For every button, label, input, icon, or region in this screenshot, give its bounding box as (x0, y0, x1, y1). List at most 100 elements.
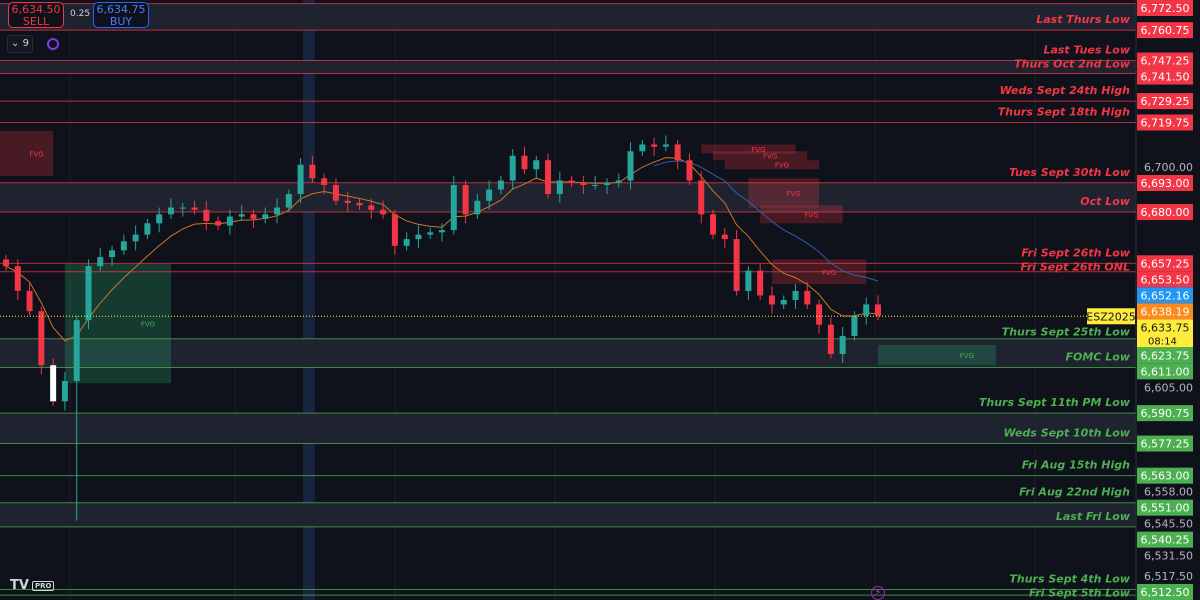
candle-body (179, 207, 186, 209)
symbol-tag: ESZ2025 (1086, 310, 1135, 323)
fvg-zone (760, 205, 843, 224)
symbol-tag-bg (1087, 308, 1135, 325)
level-label: FOMC Low (1066, 351, 1131, 364)
level-label: Thurs Sept 11th PM Low (979, 396, 1131, 409)
candle-body (450, 185, 457, 231)
fvg-label: FVG (751, 146, 765, 154)
candle-body (38, 311, 45, 366)
level-label: Thurs Sept 4th Low (1009, 572, 1130, 585)
level-zone-band (0, 60, 1136, 74)
fvg-label: FVG (775, 162, 789, 170)
level-label: Thurs Oct 2nd Low (1014, 58, 1131, 71)
fvg-label: FVG (960, 352, 974, 360)
candle-body (144, 223, 151, 235)
level-label: Fri Aug 15th High (1022, 459, 1130, 472)
candle-body (710, 214, 717, 235)
level-price-tag: 6,719.75 (1141, 117, 1190, 130)
level-price-tag: 6,657.25 (1141, 257, 1190, 270)
candle-body (120, 241, 127, 251)
candle-body (827, 324, 834, 354)
candle-body (415, 234, 422, 240)
fvg-zone (724, 160, 820, 170)
candle-body (627, 151, 634, 181)
level-price-tag: 6,577.25 (1141, 438, 1190, 451)
fvg-zone (713, 151, 808, 161)
candle-body (132, 234, 139, 242)
candle-body (804, 290, 811, 305)
level-price-tag-bg (1137, 531, 1193, 548)
level-label: Weds Sept 10th Low (1004, 427, 1131, 440)
tradingview-logo[interactable]: TV PRO (10, 578, 55, 593)
fvg-label: FVG (29, 150, 43, 158)
last-price-tag-bg (1137, 319, 1193, 348)
candle-body (61, 381, 68, 402)
session-highlight-band (303, 0, 315, 600)
candle-body (662, 144, 669, 147)
fvg-label: FVG (822, 269, 836, 277)
candle-body (391, 214, 398, 246)
level-zone-band (0, 182, 1136, 213)
candle-body (262, 214, 269, 219)
level-label: Thurs Sept 25th Low (1002, 325, 1131, 338)
level-label: Fri Sept 26th Low (1021, 246, 1130, 259)
level-label: Fri Sept 5th Low (1029, 586, 1131, 599)
candle-body (109, 250, 116, 258)
candle-body (851, 315, 858, 336)
candle-body (816, 304, 823, 325)
candle-body (474, 200, 481, 215)
level-price-tag: 6,611.00 (1141, 365, 1190, 378)
level-price-tag: 6,693.00 (1141, 177, 1190, 190)
level-zone-band (0, 413, 1136, 444)
candle-body (639, 144, 646, 152)
sell-button[interactable]: 6,634.50 SELL (8, 2, 64, 28)
candle-body (745, 270, 752, 291)
candle-body (274, 207, 281, 215)
level-label: Weds Sept 24th High (1000, 84, 1131, 97)
candle-body (556, 180, 563, 195)
indicators-toggle[interactable]: ⌄ 9 (7, 35, 33, 53)
candle-body (780, 299, 787, 305)
candles (3, 135, 881, 521)
candle-body (592, 185, 599, 187)
level-price-tag: 6,747.25 (1141, 55, 1190, 68)
indicator-price-tag: 6,638.19 (1141, 305, 1190, 318)
candle-body (533, 160, 540, 170)
sell-label: SELL (22, 15, 50, 28)
candle-body (580, 182, 587, 186)
candle-body (226, 216, 233, 226)
indicator-price-tag: 6,652.16 (1141, 289, 1190, 302)
candle-body (215, 221, 222, 226)
level-price-tag: 6,729.25 (1141, 95, 1190, 108)
level-price-tag-bg (1137, 68, 1193, 85)
lightning-icon[interactable]: ⚡ (871, 586, 885, 600)
fvg-label: FVG (141, 321, 155, 329)
level-price-tag-bg (1137, 52, 1193, 69)
candle-body (368, 205, 375, 210)
axis-tick-label: 6,545.50 (1144, 518, 1193, 531)
candle-body (603, 182, 610, 186)
candle-body (521, 155, 528, 170)
level-price-tag: 6,772.50 (1141, 2, 1190, 15)
candle-body (73, 320, 80, 382)
candle-body (85, 266, 92, 321)
candle-body (686, 160, 693, 181)
candle-body (50, 365, 57, 402)
candle-body (439, 230, 445, 233)
candle-body (427, 232, 434, 235)
level-price-tag: 6,540.25 (1141, 534, 1190, 547)
level-price-tag-bg (1137, 584, 1193, 600)
level-price-tag-bg (1137, 347, 1193, 364)
level-label: Last Fri Low (1056, 510, 1131, 523)
level-price-tag-bg (1137, 255, 1193, 272)
candle-body (167, 207, 174, 215)
candle-body (156, 214, 163, 224)
buy-button[interactable]: 6,634.75 BUY (93, 2, 149, 28)
level-label: Last Thurs Low (1036, 13, 1131, 26)
candle-body (497, 180, 504, 190)
buy-price: 6,634.75 (96, 3, 146, 16)
candle-body (332, 185, 339, 201)
candle-body (839, 335, 846, 354)
level-price-tag: 6,653.50 (1141, 273, 1190, 286)
pro-badge: PRO (31, 580, 55, 591)
